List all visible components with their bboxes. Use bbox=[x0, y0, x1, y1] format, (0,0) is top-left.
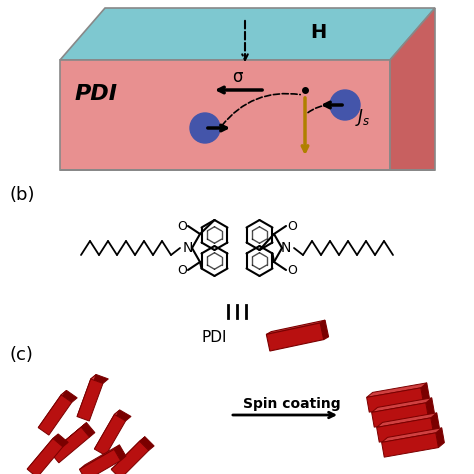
Polygon shape bbox=[366, 383, 427, 397]
Polygon shape bbox=[382, 428, 442, 442]
Text: O: O bbox=[177, 264, 187, 276]
Ellipse shape bbox=[190, 113, 220, 143]
Text: PDI: PDI bbox=[75, 84, 118, 104]
Polygon shape bbox=[320, 320, 328, 339]
Polygon shape bbox=[431, 413, 439, 433]
Polygon shape bbox=[436, 428, 445, 447]
Polygon shape bbox=[81, 423, 95, 437]
Text: σ: σ bbox=[233, 68, 243, 86]
Polygon shape bbox=[51, 423, 87, 453]
Polygon shape bbox=[114, 410, 131, 421]
Polygon shape bbox=[27, 434, 58, 469]
Polygon shape bbox=[426, 398, 434, 418]
Text: O: O bbox=[287, 264, 297, 276]
Text: N: N bbox=[281, 241, 291, 255]
Polygon shape bbox=[377, 413, 437, 428]
Polygon shape bbox=[94, 414, 126, 456]
Text: O: O bbox=[287, 219, 297, 233]
Polygon shape bbox=[139, 437, 154, 450]
Polygon shape bbox=[421, 383, 429, 402]
Text: O: O bbox=[177, 219, 187, 233]
Polygon shape bbox=[114, 445, 126, 461]
Polygon shape bbox=[61, 391, 77, 402]
Polygon shape bbox=[382, 433, 438, 457]
Polygon shape bbox=[377, 418, 433, 442]
Text: N: N bbox=[183, 241, 193, 255]
Polygon shape bbox=[266, 320, 325, 334]
Polygon shape bbox=[111, 437, 145, 470]
Polygon shape bbox=[77, 379, 103, 421]
Text: $J_s$: $J_s$ bbox=[355, 107, 371, 128]
Polygon shape bbox=[60, 60, 390, 170]
Text: Spin coating: Spin coating bbox=[243, 397, 341, 411]
Polygon shape bbox=[53, 434, 68, 447]
Text: (b): (b) bbox=[10, 186, 36, 204]
Polygon shape bbox=[94, 410, 120, 449]
Polygon shape bbox=[372, 403, 428, 427]
Text: PDI: PDI bbox=[202, 330, 228, 345]
Polygon shape bbox=[38, 391, 66, 428]
Polygon shape bbox=[38, 395, 72, 435]
Text: (c): (c) bbox=[10, 346, 34, 364]
Polygon shape bbox=[51, 427, 90, 463]
Polygon shape bbox=[80, 445, 119, 469]
Polygon shape bbox=[80, 449, 120, 474]
Ellipse shape bbox=[330, 90, 360, 120]
Polygon shape bbox=[27, 438, 63, 474]
Polygon shape bbox=[111, 441, 149, 474]
Polygon shape bbox=[366, 388, 423, 412]
Polygon shape bbox=[390, 8, 435, 170]
Polygon shape bbox=[60, 8, 435, 60]
Polygon shape bbox=[372, 398, 432, 412]
Text: H: H bbox=[310, 23, 326, 42]
Polygon shape bbox=[266, 323, 324, 351]
Polygon shape bbox=[77, 374, 96, 417]
Polygon shape bbox=[91, 374, 109, 383]
